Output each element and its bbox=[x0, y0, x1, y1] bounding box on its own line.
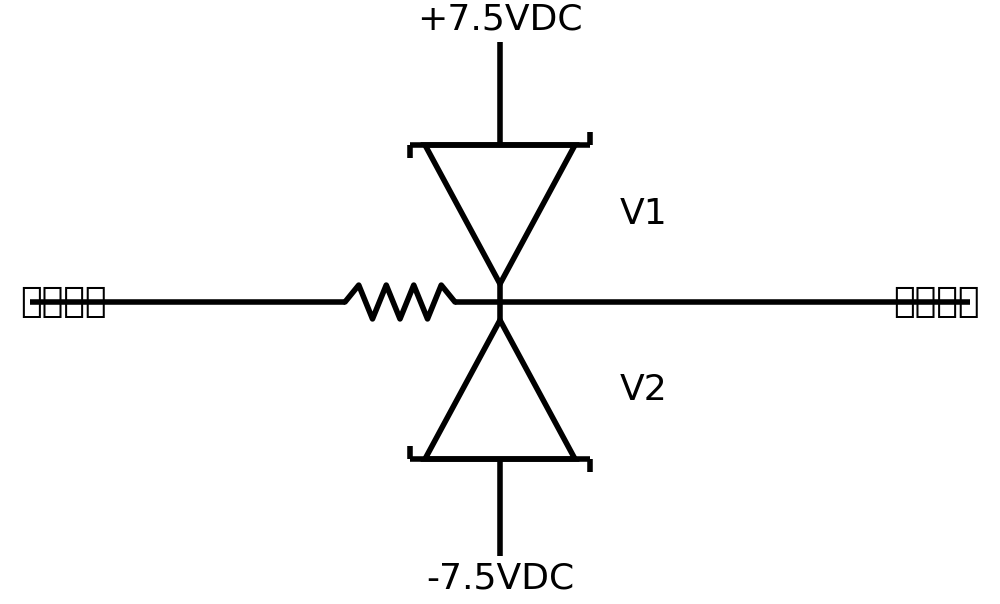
Text: -7.5VDC: -7.5VDC bbox=[426, 562, 574, 596]
Text: 输入电荷: 输入电荷 bbox=[20, 285, 106, 319]
Text: 输出电荷: 输出电荷 bbox=[894, 285, 980, 319]
Text: +7.5VDC: +7.5VDC bbox=[417, 2, 583, 36]
Text: V2: V2 bbox=[620, 373, 668, 406]
Text: V1: V1 bbox=[620, 198, 668, 231]
